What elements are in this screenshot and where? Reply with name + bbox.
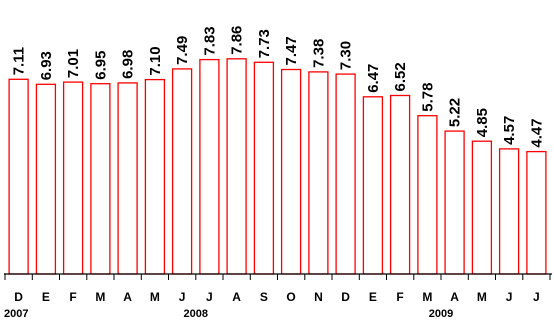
bars-group [8, 58, 547, 275]
value-labels-group: 7.11 6.93 7.01 6.95 6.98 7.10 7.49 7.83 7.86 7.73… [11, 26, 546, 148]
value-label-3: 6.95 [92, 50, 109, 79]
month-label-4: A [123, 290, 132, 304]
month-label-10: O [286, 290, 295, 304]
month-label-9: S [260, 290, 268, 304]
value-label-19: 4.47 [528, 118, 545, 147]
value-label-12: 7.30 [338, 41, 355, 70]
month-label-6: J [179, 290, 186, 304]
bar-1 [35, 83, 57, 275]
month-label-16: A [450, 290, 459, 304]
month-label-11: N [314, 290, 323, 304]
bar-12 [335, 73, 356, 275]
value-label-5: 7.10 [147, 46, 164, 75]
bar-4 [117, 82, 138, 275]
value-label-10: 7.47 [283, 36, 300, 65]
month-label-7: J [206, 290, 213, 304]
year-label-1: 2008 [184, 308, 208, 320]
bar-17 [471, 140, 493, 275]
value-label-13: 6.47 [365, 64, 382, 93]
bar-13 [362, 96, 384, 275]
month-label-15: M [422, 290, 432, 304]
bar-16 [444, 130, 465, 275]
month-label-14: F [396, 290, 403, 304]
bar-10 [280, 68, 302, 275]
bar-8 [226, 58, 247, 275]
year-labels-group: 2007 2008 2009 [4, 308, 453, 320]
year-label-2: 2009 [429, 308, 453, 320]
year-label-0: 2007 [4, 308, 28, 320]
bar-0 [8, 78, 29, 275]
month-label-1: E [42, 290, 50, 304]
month-label-19: J [533, 290, 540, 304]
bar-19 [526, 150, 547, 275]
month-label-3: M [95, 290, 105, 304]
value-label-16: 5.22 [447, 98, 464, 127]
bar-6 [171, 68, 193, 275]
month-label-2: F [69, 290, 76, 304]
x-axis-ticks [4, 274, 551, 280]
value-label-2: 7.01 [65, 49, 82, 78]
value-label-6: 7.49 [174, 36, 191, 65]
month-label-5: M [150, 290, 160, 304]
month-label-13: E [369, 290, 377, 304]
month-label-8: A [232, 290, 241, 304]
value-label-0: 7.11 [11, 47, 28, 75]
bar-2 [62, 81, 84, 275]
value-label-14: 6.52 [392, 62, 409, 91]
value-label-4: 6.98 [120, 50, 137, 79]
month-label-18: J [506, 290, 513, 304]
value-label-9: 7.73 [256, 29, 273, 58]
bar-14 [389, 94, 411, 275]
bar-9 [253, 61, 275, 275]
month-label-12: D [341, 290, 350, 304]
bar-11 [308, 71, 329, 275]
month-label-17: M [477, 290, 487, 304]
value-label-18: 4.57 [501, 116, 518, 145]
month-label-0: D [14, 290, 23, 304]
bar-18 [498, 148, 520, 275]
value-label-1: 6.93 [38, 51, 55, 80]
bar-5 [144, 78, 166, 275]
value-label-8: 7.86 [229, 26, 246, 55]
bar-15 [417, 115, 438, 275]
bar-3 [90, 83, 111, 275]
value-label-11: 7.38 [310, 39, 327, 68]
value-label-17: 4.85 [474, 108, 491, 137]
value-label-7: 7.83 [201, 26, 218, 55]
value-label-15: 5.78 [419, 82, 436, 111]
bar-7 [199, 58, 220, 275]
